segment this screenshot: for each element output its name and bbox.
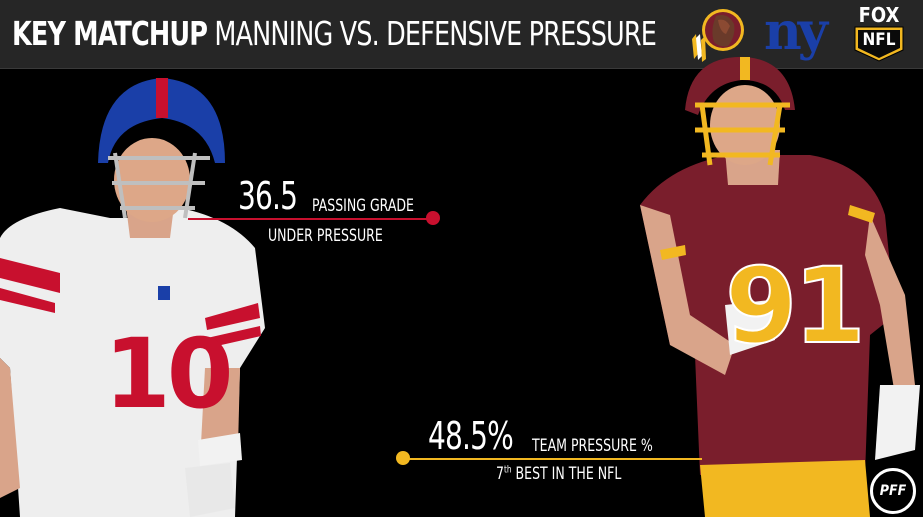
- stat2-label-1: TEAM PRESSURE %: [532, 436, 653, 456]
- pff-watermark: PFF: [870, 468, 916, 514]
- stat2-rank-suffix: th: [503, 464, 512, 476]
- stat1-label-1: PASSING GRADE: [312, 196, 414, 216]
- fox-text: FOX: [858, 3, 900, 27]
- left-player-photo: [0, 78, 265, 517]
- header-bar: KEY MATCHUP MANNING VS. DEFENSIVE PRESSU…: [0, 0, 923, 69]
- stat2-connector-line: [402, 458, 702, 460]
- stat1-connector-line: [188, 218, 434, 220]
- fox-nfl-logo-icon: FOX NFL: [854, 4, 904, 64]
- stat2-rank: 7: [496, 464, 504, 484]
- title-bold: KEY MATCHUP: [12, 14, 208, 53]
- pff-text: PFF: [879, 483, 907, 499]
- redskins-logo-icon: [692, 9, 744, 62]
- stat1-dot: [426, 211, 440, 225]
- page-title: KEY MATCHUP MANNING VS. DEFENSIVE PRESSU…: [12, 14, 657, 53]
- giants-logo-text: ny: [764, 1, 828, 62]
- left-jersey-number: 10: [104, 318, 234, 430]
- stat1-value: 36.5: [238, 174, 298, 218]
- nfl-text: NFL: [862, 30, 896, 50]
- giants-logo-icon: ny: [764, 4, 832, 60]
- stat2-value: 48.5%: [428, 414, 514, 458]
- title-rest: MANNING VS. DEFENSIVE PRESSURE: [214, 14, 657, 53]
- right-jersey-number: 91: [724, 244, 867, 368]
- right-player-photo: [640, 56, 920, 517]
- stat2-label-2: 7th BEST IN THE NFL: [496, 464, 621, 484]
- stat2-dot: [396, 451, 410, 465]
- stat1-label-2: UNDER PRESSURE: [268, 226, 383, 246]
- stat2-rank-text: BEST IN THE NFL: [515, 464, 622, 484]
